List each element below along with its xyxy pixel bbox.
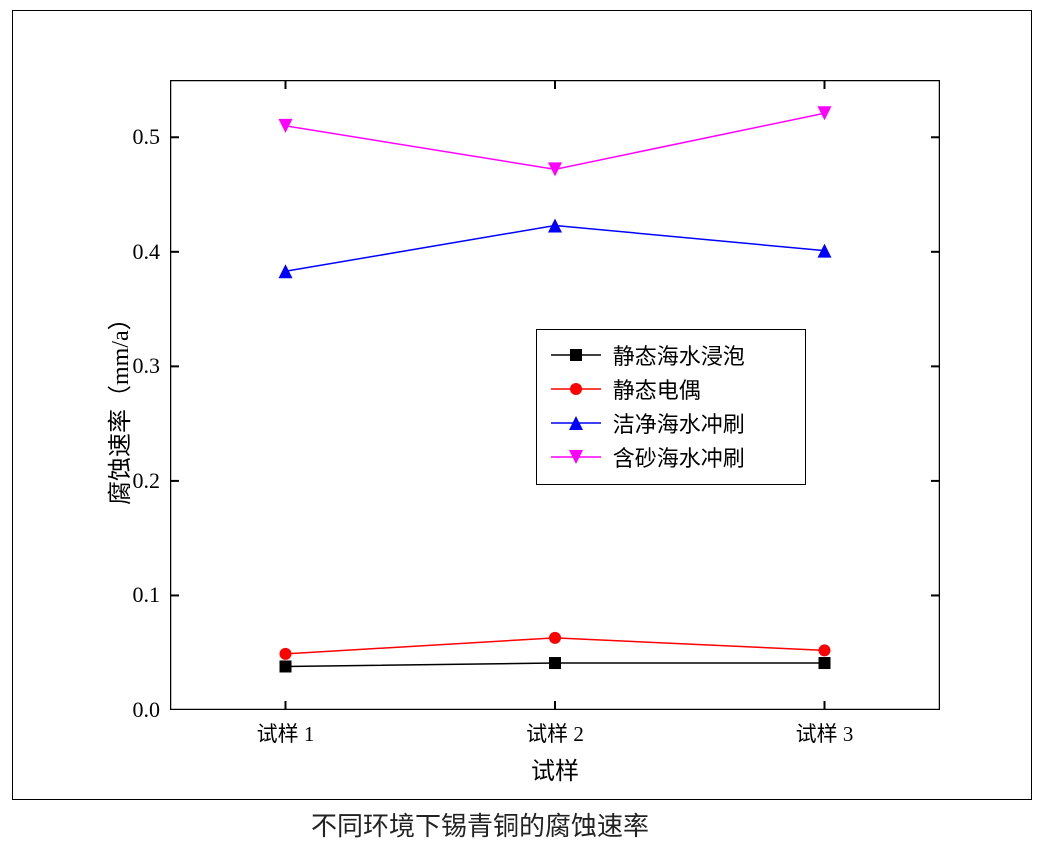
- y-tick-label: 0.1: [133, 582, 161, 608]
- figure-caption: 不同环境下锡青铜的腐蚀速率: [200, 806, 760, 843]
- y-tick-label: 0.4: [133, 239, 161, 265]
- legend-label: 静态电偶: [613, 373, 701, 405]
- y-tick-label: 0.0: [133, 697, 161, 723]
- y-axis-label: 腐蚀速率（mm/a）: [100, 306, 135, 505]
- legend-item-sand-flush: 含砂海水冲刷: [547, 442, 745, 472]
- x-tick-label: 试样 3: [785, 718, 865, 748]
- legend: 静态海水浸泡静态电偶洁净海水冲刷含砂海水冲刷: [536, 329, 806, 485]
- legend-swatch: [547, 408, 607, 438]
- legend-item-static-couple: 静态电偶: [547, 374, 701, 404]
- x-axis-label: 试样: [505, 751, 605, 786]
- x-tick-label: 试样 1: [246, 718, 326, 748]
- y-tick-label: 0.2: [133, 468, 161, 494]
- chart-document: 腐蚀速率（mm/a） 试样 静态海水浸泡静态电偶洁净海水冲刷含砂海水冲刷 0.0…: [0, 0, 1044, 861]
- y-tick-label: 0.3: [133, 353, 161, 379]
- legend-item-static-soak: 静态海水浸泡: [547, 340, 745, 370]
- legend-swatch: [547, 374, 607, 404]
- legend-swatch: [547, 442, 607, 472]
- legend-label: 洁净海水冲刷: [613, 407, 745, 439]
- legend-label: 静态海水浸泡: [613, 339, 745, 371]
- legend-label: 含砂海水冲刷: [613, 441, 745, 473]
- legend-item-clean-flush: 洁净海水冲刷: [547, 408, 745, 438]
- x-tick-label: 试样 2: [515, 718, 595, 748]
- y-tick-label: 0.5: [133, 124, 161, 150]
- legend-swatch: [547, 340, 607, 370]
